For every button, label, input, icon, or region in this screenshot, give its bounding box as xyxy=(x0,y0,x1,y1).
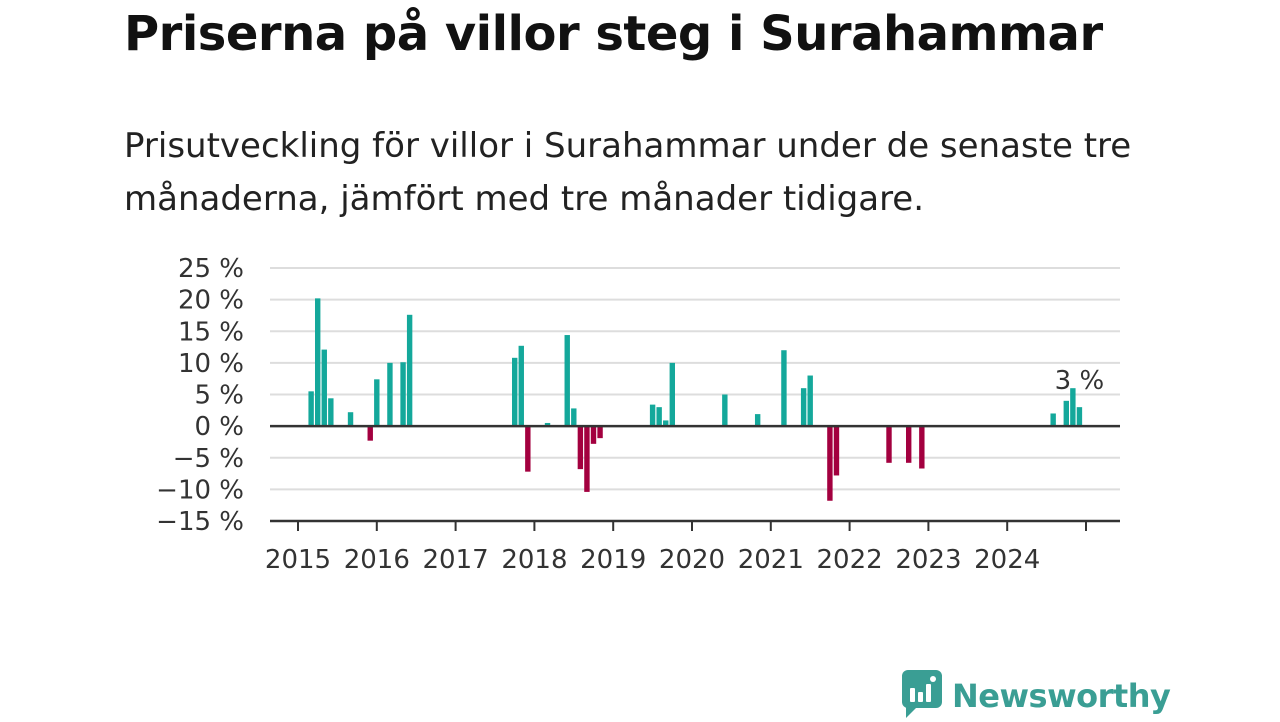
y-tick-label: −5 % xyxy=(173,444,244,474)
bar xyxy=(722,394,728,427)
y-tick-label: −10 % xyxy=(156,475,244,505)
bar xyxy=(833,426,840,476)
bar xyxy=(827,426,833,501)
bar xyxy=(577,426,584,470)
bar xyxy=(367,426,373,441)
bar xyxy=(584,426,590,492)
bar xyxy=(1070,388,1076,427)
x-tick-label: 2020 xyxy=(659,545,725,575)
x-tick-label: 2019 xyxy=(580,545,646,575)
y-tick-label: −15 % xyxy=(156,507,244,537)
chart-title: Priserna på villor steg i Surahammar xyxy=(124,6,1103,62)
y-tick-label: 20 % xyxy=(178,286,244,316)
y-tick-label: 5 % xyxy=(194,381,244,411)
y-tick-label: 10 % xyxy=(178,349,244,379)
bar xyxy=(807,375,813,427)
newsworthy-logo: Newsworthy xyxy=(902,670,1171,722)
annotations: 3 % xyxy=(1052,364,1107,399)
bar xyxy=(1050,413,1056,427)
bar xyxy=(308,391,314,427)
bar xyxy=(321,349,327,427)
bars xyxy=(308,298,1083,501)
y-axis-labels: 25 %20 %15 %10 %5 %0 %−5 %−10 %−15 % xyxy=(156,254,244,537)
x-tick-label: 2021 xyxy=(738,545,804,575)
bar xyxy=(347,412,354,427)
y-tick-label: 25 % xyxy=(178,254,244,284)
bar xyxy=(512,357,518,427)
x-tick-label: 2017 xyxy=(423,545,489,575)
bar xyxy=(886,426,892,463)
last-value-label: 3 % xyxy=(1055,366,1105,396)
bar xyxy=(315,298,321,427)
bar xyxy=(800,388,807,427)
bar xyxy=(374,379,380,427)
bar xyxy=(571,408,577,427)
x-tick-label: 2018 xyxy=(501,545,567,575)
x-tick-label: 2016 xyxy=(344,545,410,575)
bar xyxy=(649,404,656,427)
newsworthy-logo-icon xyxy=(902,670,942,722)
bar xyxy=(919,426,925,469)
bar xyxy=(663,420,669,427)
brand-name: Newsworthy xyxy=(952,677,1171,715)
x-tick-label: 2023 xyxy=(895,545,961,575)
bar xyxy=(1063,400,1069,427)
bar xyxy=(400,362,406,427)
bar xyxy=(906,426,912,463)
bar xyxy=(525,426,531,472)
bar xyxy=(669,362,675,427)
bar xyxy=(781,350,787,427)
axes xyxy=(270,424,1120,531)
y-tick-label: 15 % xyxy=(178,317,244,347)
bar xyxy=(656,407,662,427)
bar xyxy=(1076,407,1083,427)
x-axis-labels: 2015 2016 2017 2018 2019 2020 2021 2022 2023 2024 xyxy=(265,545,1040,575)
grid-lines xyxy=(270,267,1120,522)
y-tick-label: 0 % xyxy=(194,412,244,442)
x-tick-label: 2015 xyxy=(265,545,331,575)
bar xyxy=(544,422,551,427)
bar xyxy=(406,314,413,427)
bar xyxy=(564,335,570,427)
bar xyxy=(597,426,603,439)
bar xyxy=(518,345,524,427)
x-tick-label: 2024 xyxy=(974,545,1040,575)
bar xyxy=(387,362,393,427)
chart-subtitle: Prisutveckling för villor i Surahammar u… xyxy=(124,126,1132,219)
bar xyxy=(754,414,761,427)
bar xyxy=(590,426,597,444)
bar xyxy=(328,398,334,427)
x-tick-label: 2022 xyxy=(817,545,883,575)
